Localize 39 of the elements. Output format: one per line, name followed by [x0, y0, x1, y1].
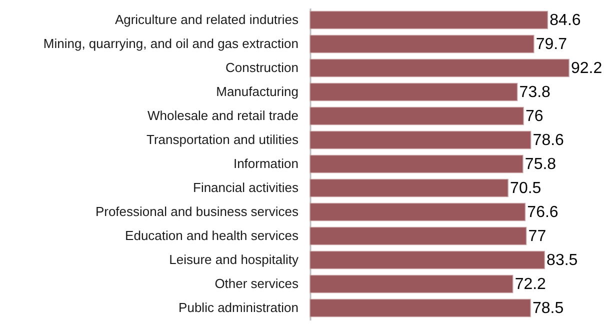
data-label: 78.5	[532, 300, 564, 317]
y-tick-label: Mining, quarrying, and oil and gas extraction	[43, 36, 298, 51]
data-label: 76	[525, 108, 544, 125]
y-tick-label: Other services	[214, 276, 299, 291]
bar	[310, 130, 532, 150]
bar	[310, 226, 527, 246]
bar	[310, 106, 524, 126]
data-label: 76.6	[527, 204, 558, 221]
y-tick-label: Construction	[226, 60, 298, 75]
y-tick-label: Education and health services	[125, 228, 299, 243]
data-label: 73.8	[519, 84, 551, 101]
y-tick-label: Manufacturing	[216, 84, 298, 99]
y-tick-label: Transportation and utilities	[146, 132, 299, 147]
data-label: 84.6	[550, 12, 581, 29]
y-tick-label: Leisure and hospitality	[169, 252, 299, 267]
data-label: 77	[528, 228, 546, 245]
data-label: 72.2	[514, 276, 546, 293]
bar	[310, 202, 526, 222]
y-tick-label: Public administration	[178, 300, 298, 315]
data-label: 83.5	[546, 252, 578, 269]
bar	[310, 274, 514, 294]
bar	[310, 34, 534, 54]
bar	[310, 298, 531, 318]
y-tick-label: Information	[233, 156, 298, 171]
bar	[310, 154, 524, 174]
y-tick-label: Agriculture and related indutries	[114, 12, 299, 27]
data-label: 79.7	[536, 36, 568, 53]
y-tick-label: Professional and business services	[95, 204, 299, 219]
y-tick-label: Financial activities	[193, 180, 299, 195]
bar	[310, 82, 518, 102]
data-label: 70.5	[510, 180, 542, 197]
bar	[310, 178, 508, 198]
bar	[310, 58, 570, 78]
y-tick-label: Wholesale and retail trade	[147, 108, 298, 123]
bar	[310, 250, 545, 270]
data-label: 78.6	[532, 132, 564, 149]
data-label: 75.8	[524, 156, 556, 173]
data-label: 92.2	[571, 60, 602, 77]
bar	[310, 10, 548, 30]
